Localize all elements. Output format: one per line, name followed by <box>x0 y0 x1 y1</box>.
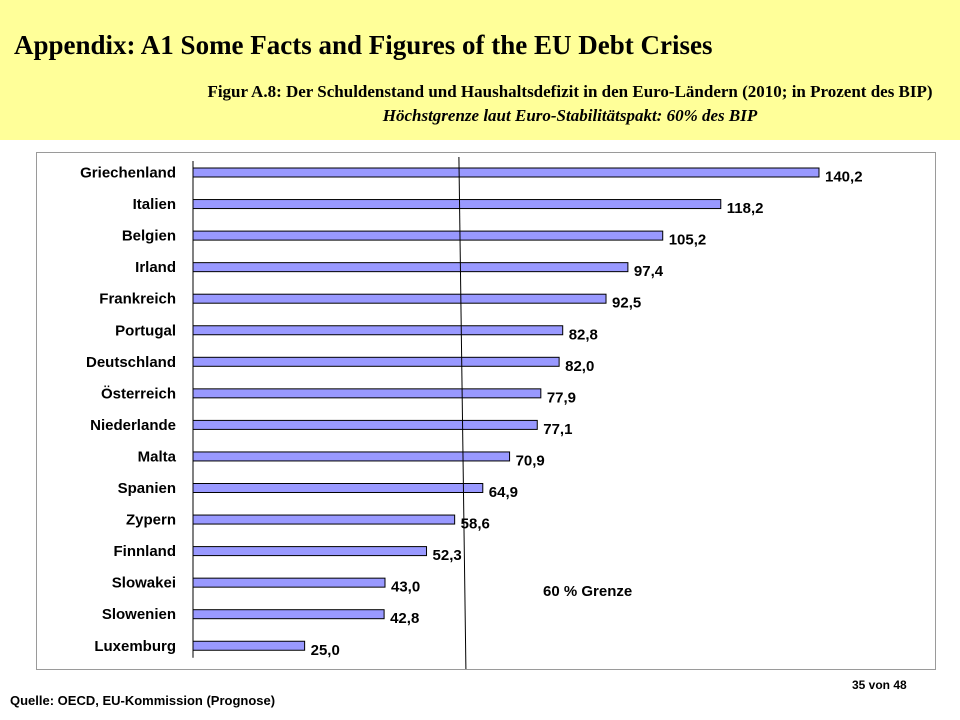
value-label-griechenland: 140,2 <box>825 169 863 186</box>
chart-frame: Griechenland 140,2 Italien 118,2 Belgien 105,… <box>36 152 936 670</box>
category-label-spanien: Spanien <box>118 480 176 497</box>
bar-portugal <box>192 325 564 336</box>
bar-irland <box>192 262 629 273</box>
bar-luxemburg <box>192 640 306 651</box>
category-label-niederlande: Niederlande <box>90 417 176 434</box>
value-label-italien: 118,2 <box>727 200 764 217</box>
category-label-portugal: Portugal <box>115 322 176 339</box>
category-label-deutschland: Deutschland <box>86 354 176 371</box>
reference-line-60 <box>458 156 467 670</box>
category-label-finnland: Finnland <box>114 543 177 560</box>
header-band: Appendix: A1 Some Facts and Figures of t… <box>0 0 960 140</box>
bar-zypern <box>192 514 456 525</box>
source-note: Quelle: OECD, EU-Kommission (Prognose) <box>10 693 276 708</box>
value-label-zypern: 58,6 <box>461 516 490 533</box>
bar-malta <box>192 451 511 462</box>
bar-osterreich <box>192 388 542 399</box>
value-label-osterreich: 77,9 <box>547 389 576 406</box>
bar-spanien <box>192 483 484 493</box>
value-label-slowenien: 42,8 <box>390 610 419 627</box>
bar-finnland <box>192 546 428 557</box>
value-label-frankreich: 92,5 <box>612 295 641 312</box>
figure-caption: Figur A.8: Der Schuldenstand und Haushal… <box>200 80 940 128</box>
category-label-frankreich: Frankreich <box>99 291 176 308</box>
figure-caption-note: Höchstgrenze laut Euro-Stabilitätspakt: … <box>382 106 758 125</box>
debt-bar-chart: Griechenland 140,2 Italien 118,2 Belgien 105,… <box>80 156 863 670</box>
value-label-deutschland: 82,0 <box>565 358 594 375</box>
category-label-italien: Italien <box>133 196 176 213</box>
value-label-irland: 97,4 <box>634 263 664 280</box>
category-label-slowakei: Slowakei <box>112 575 176 592</box>
category-label-belgien: Belgien <box>122 228 176 245</box>
page-title: Appendix: A1 Some Facts and Figures of t… <box>14 30 713 60</box>
value-label-finnland: 52,3 <box>433 547 462 564</box>
bar-belgien <box>192 230 664 241</box>
category-label-griechenland: Griechenland <box>80 165 176 182</box>
category-label-irland: Irland <box>135 259 176 276</box>
bar-niederlande <box>192 419 538 430</box>
bar-griechenland <box>192 167 820 178</box>
category-label-malta: Malta <box>138 448 177 465</box>
category-label-osterreich: Österreich <box>101 385 176 402</box>
bar-frankreich <box>192 293 607 304</box>
value-label-malta: 70,9 <box>516 452 545 469</box>
value-label-portugal: 82,8 <box>569 326 598 343</box>
value-label-niederlande: 77,1 <box>543 421 572 438</box>
reference-line-label: 60 % Grenze <box>543 583 632 600</box>
value-label-slowakei: 43,0 <box>391 579 420 596</box>
value-label-belgien: 105,2 <box>669 232 707 249</box>
category-label-zypern: Zypern <box>126 512 176 529</box>
category-label-luxemburg: Luxemburg <box>94 638 176 655</box>
category-label-slowenien: Slowenien <box>102 606 176 623</box>
figure-caption-text: Figur A.8: Der Schuldenstand und Haushal… <box>207 82 933 101</box>
page-number: 35 von 48 <box>852 678 907 692</box>
bar-italien <box>192 199 722 210</box>
value-label-luxemburg: 25,0 <box>311 642 340 659</box>
bar-slowakei <box>192 577 386 588</box>
value-label-spanien: 64,9 <box>489 484 518 501</box>
bar-slowenien <box>192 609 385 620</box>
bar-deutschland <box>192 356 560 367</box>
